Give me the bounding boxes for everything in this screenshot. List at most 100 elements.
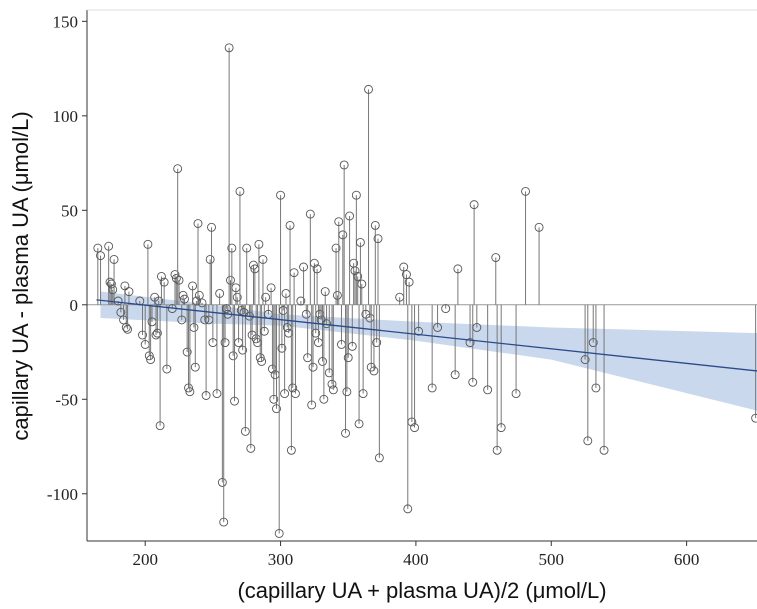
point: [173, 164, 183, 174]
point: [189, 323, 199, 332]
point: [155, 421, 165, 431]
point: [207, 222, 216, 232]
point: [407, 417, 417, 427]
confidence-band: [100, 291, 757, 411]
y-tick-label: 50: [61, 201, 78, 220]
point: [491, 253, 501, 262]
point: [238, 345, 248, 355]
point: [272, 404, 281, 414]
point: [217, 477, 227, 487]
point: [280, 389, 290, 399]
point: [299, 262, 309, 272]
point: [331, 243, 341, 253]
y-axis-label: capillary UA - plasma UA (μmol/L): [8, 111, 33, 440]
point: [358, 389, 368, 399]
point: [296, 296, 306, 306]
point: [583, 436, 593, 446]
point: [285, 220, 295, 230]
point: [441, 304, 451, 314]
point: [197, 298, 207, 308]
point: [309, 258, 319, 268]
point: [534, 222, 544, 232]
point: [311, 328, 321, 338]
point: [143, 239, 153, 249]
point: [182, 347, 192, 357]
point: [468, 377, 478, 387]
point: [427, 383, 437, 393]
point: [138, 330, 147, 340]
point: [219, 517, 229, 527]
point: [496, 423, 506, 433]
point: [399, 262, 409, 272]
point: [338, 230, 348, 240]
point: [180, 294, 189, 304]
point: [205, 254, 215, 264]
point: [332, 290, 342, 300]
point: [174, 275, 184, 285]
point: [121, 323, 131, 332]
point: [156, 271, 166, 281]
point: [194, 290, 204, 300]
point: [227, 243, 237, 253]
point: [215, 289, 225, 298]
point: [235, 186, 245, 196]
y-tick-label: 0: [70, 296, 79, 315]
point: [354, 419, 364, 429]
point: [171, 273, 181, 283]
point: [221, 304, 231, 314]
point: [185, 387, 195, 397]
y-tick-label: 100: [53, 107, 79, 126]
point: [373, 234, 383, 244]
point: [288, 383, 298, 393]
point: [146, 355, 156, 365]
point: [318, 357, 327, 366]
point: [511, 389, 521, 399]
point: [305, 209, 315, 219]
y-tick-label: 150: [53, 12, 79, 31]
point: [403, 504, 413, 514]
point: [108, 285, 118, 295]
point: [93, 243, 103, 253]
point: [328, 385, 338, 395]
point: [193, 219, 203, 228]
point: [254, 239, 264, 249]
point: [751, 413, 757, 423]
point: [591, 383, 601, 393]
point: [319, 394, 329, 404]
point: [312, 264, 322, 274]
point: [124, 287, 134, 297]
point: [192, 296, 202, 306]
point: [483, 385, 493, 395]
point: [276, 190, 286, 200]
point: [184, 383, 193, 393]
point: [301, 309, 311, 319]
x-tick-label: 200: [132, 550, 158, 569]
point: [342, 387, 352, 397]
point: [401, 270, 411, 280]
point: [290, 389, 300, 399]
point: [364, 84, 373, 94]
point: [370, 220, 380, 230]
point: [345, 211, 355, 221]
point: [230, 396, 239, 406]
point: [404, 277, 414, 287]
point: [242, 243, 252, 253]
point: [369, 366, 379, 376]
point: [327, 379, 337, 389]
point: [410, 423, 420, 433]
point: [96, 251, 105, 261]
point: [212, 389, 222, 399]
point: [104, 241, 114, 251]
point: [492, 445, 502, 455]
point: [116, 307, 126, 317]
point: [374, 453, 384, 463]
point: [269, 394, 279, 404]
point: [355, 237, 365, 247]
point: [341, 428, 350, 438]
point: [339, 160, 349, 170]
point: [220, 338, 230, 348]
point: [152, 328, 162, 338]
point: [259, 326, 269, 336]
point: [289, 268, 299, 278]
